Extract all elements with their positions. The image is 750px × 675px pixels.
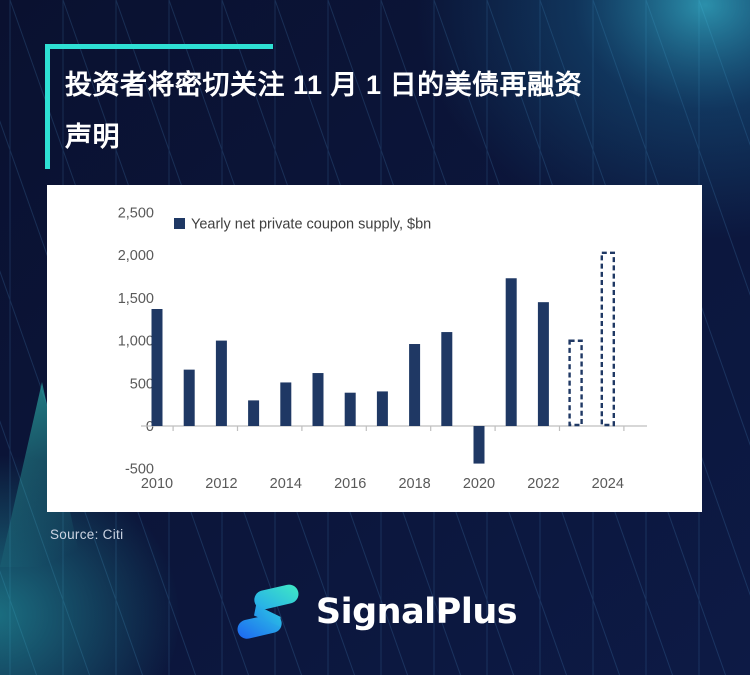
bar-2010 [151, 309, 163, 426]
y-tick-label: 1,000 [118, 334, 154, 350]
bar-2019 [441, 332, 453, 426]
bar-2022 [537, 302, 549, 426]
headline-block: 投资者将密切关注 11 月 1 日的美债再融资 声明 [45, 49, 705, 169]
x-tick-label: 2022 [527, 476, 559, 492]
brand-footer: SignalPlus [0, 584, 750, 640]
bar-2016 [344, 392, 356, 426]
teal-triangle-left [0, 382, 82, 567]
x-tick-label: 2014 [270, 476, 302, 492]
bar-2013 [248, 400, 260, 426]
glow-top-right [415, 0, 750, 240]
page-title: 投资者将密切关注 11 月 1 日的美债再融资 声明 [65, 59, 705, 163]
bar-2020 [473, 426, 485, 464]
bar-2015 [312, 373, 324, 426]
source-label: Source: Citi [50, 527, 124, 542]
y-tick-label: -500 [125, 462, 154, 478]
bar-2011 [183, 369, 195, 426]
x-tick-label: 2024 [592, 476, 624, 492]
x-tick-label: 2016 [334, 476, 366, 492]
signalplus-wordmark: SignalPlus [315, 592, 518, 632]
headline-accent-bar [45, 44, 273, 49]
page-title-line1: 投资者将密切关注 11 月 1 日的美债再融资 [65, 70, 583, 100]
x-tick-label: 2018 [398, 476, 430, 492]
x-tick-label: 2012 [205, 476, 237, 492]
bar-2021 [505, 278, 517, 426]
bar-2017 [376, 391, 388, 426]
headline-section: 投资者将密切关注 11 月 1 日的美债再融资 声明 [45, 44, 705, 169]
y-tick-label: 2,000 [118, 248, 154, 264]
legend-marker [174, 218, 185, 229]
signalplus-logo-icon [237, 584, 299, 639]
legend-label: Yearly net private coupon supply, $bn [191, 217, 431, 233]
bar-2014 [280, 382, 292, 426]
page-title-line2: 声明 [65, 122, 120, 152]
bar-2018 [409, 344, 421, 426]
bar-2024 [600, 251, 615, 427]
y-tick-label: 0 [146, 419, 154, 435]
x-tick-label: 2010 [141, 476, 173, 492]
y-tick-label: 500 [130, 376, 154, 392]
y-tick-label: 1,500 [118, 291, 154, 307]
x-tick-label: 2020 [463, 476, 495, 492]
bar-2023 [568, 339, 583, 427]
chart-panel: 2,500 2,000 1,500 1,000 500 0 -500 2010 2012 2014… [47, 185, 702, 512]
y-tick-label: 2,500 [118, 206, 154, 222]
bar-2012 [215, 340, 227, 426]
